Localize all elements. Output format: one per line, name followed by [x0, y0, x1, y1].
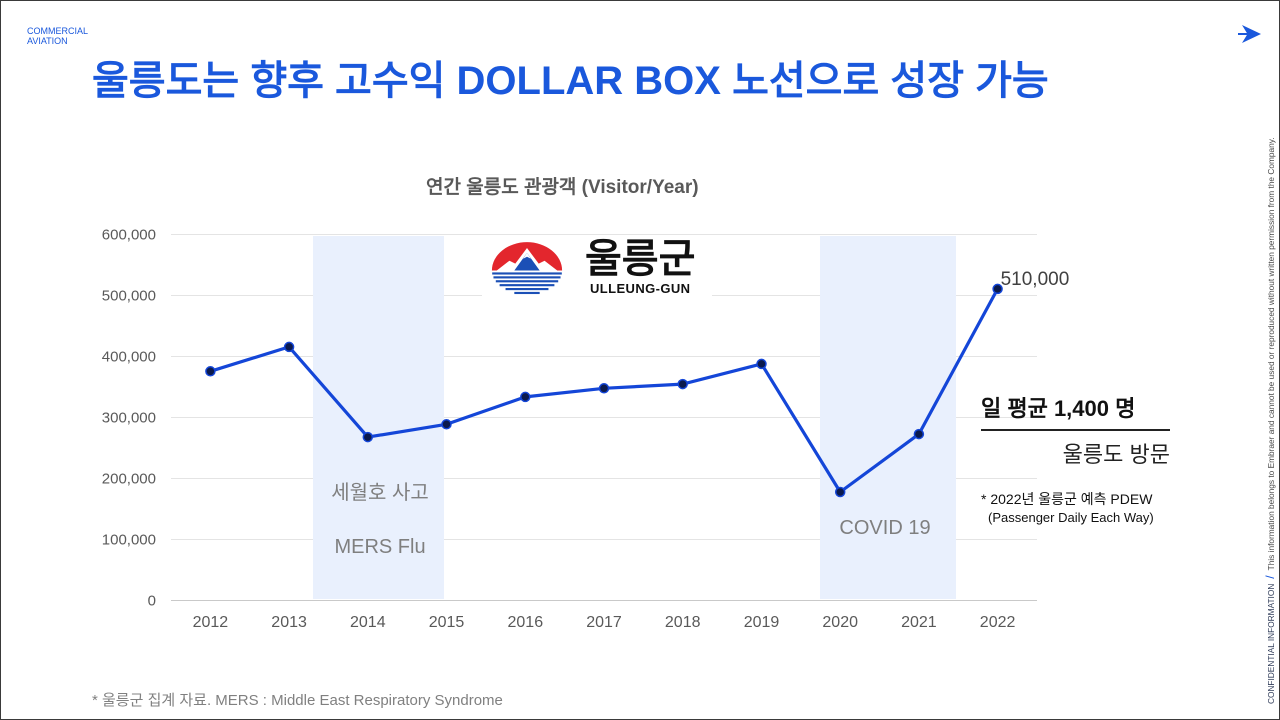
y-tick-label: 100,000	[102, 532, 156, 549]
x-tick-label: 2018	[665, 614, 701, 631]
data-point	[205, 366, 216, 377]
data-point	[362, 431, 374, 443]
data-point	[441, 419, 452, 430]
y-tick-label: 200,000	[102, 471, 156, 488]
brand-label: COMMERCIAL AVIATION	[27, 26, 88, 46]
x-tick-label: 2022	[980, 614, 1016, 631]
callout-divider	[981, 429, 1170, 431]
data-point	[283, 341, 295, 353]
x-tick-label: 2015	[429, 614, 465, 631]
data-point	[913, 428, 925, 440]
confidential-notice: CONFIDENTIAL INFORMATION / This informatio…	[1264, 92, 1277, 704]
y-tick-label: 500,000	[102, 288, 156, 305]
data-point	[677, 378, 688, 390]
event-band-label: COVID 19	[839, 517, 930, 539]
x-tick-label: 2017	[586, 614, 622, 631]
data-point	[834, 486, 846, 498]
page-title: 울릉도는 향후 고수익 DOLLAR BOX 노선으로 성장 가능	[92, 59, 1049, 103]
forecast-note: * 2022년 울릉군 예측 PDEW	[981, 491, 1153, 507]
data-point	[520, 391, 531, 403]
brand-line-2: AVIATION	[27, 36, 68, 46]
axes: 0 100,000 200,000 300,000 400,000 500,000 600,…	[102, 227, 1037, 631]
x-tick-label: 2012	[193, 614, 229, 631]
ulleung-gun-logo: 울릉군 ULLEUNG-GUN	[482, 237, 712, 300]
event-band-covid	[820, 236, 956, 599]
source-footnote: * 울릉군 집계 자료. MERS : Middle East Respirat…	[92, 692, 503, 709]
x-tick-label: 2021	[901, 614, 937, 631]
x-tick-label: 2013	[271, 614, 307, 631]
brand-line-1: COMMERCIAL	[27, 26, 89, 36]
x-tick-label: 2016	[508, 614, 544, 631]
event-band-sewol-mers	[313, 236, 444, 599]
logo-name-korean: 울릉군	[585, 237, 696, 281]
y-tick-label: 400,000	[102, 349, 156, 366]
confidential-label: CONFIDENTIAL INFORMATION	[1266, 583, 1276, 704]
data-label: 510,000	[1001, 269, 1070, 290]
data-point	[992, 283, 1003, 295]
y-tick-label: 0	[148, 593, 156, 610]
x-tick-label: 2020	[822, 614, 858, 631]
pdew-definition: (Passenger Daily Each Way)	[988, 510, 1154, 525]
event-bands: 세월호 사고 MERS Flu COVID 19	[313, 236, 956, 599]
arrow-right-icon	[1238, 25, 1261, 43]
event-band-label: 세월호 사고	[331, 481, 429, 504]
y-tick-label: 300,000	[102, 410, 156, 427]
event-band-label: MERS Flu	[334, 536, 425, 558]
logo-name-english: ULLEUNG-GUN	[590, 281, 691, 296]
daily-average-headline: 일 평균 1,400 명	[981, 396, 1136, 421]
y-tick-label: 600,000	[102, 227, 156, 244]
series: 510,000	[205, 269, 1070, 498]
data-point	[598, 383, 610, 394]
x-tick-label: 2014	[350, 614, 386, 631]
confidential-text: This information belongs to Embraer and …	[1266, 137, 1276, 571]
data-point	[756, 358, 767, 370]
daily-average-subline: 울릉도 방문	[1062, 442, 1170, 467]
chart-title: 연간 울릉도 관광객 (Visitor/Year)	[426, 177, 699, 198]
ulleung-gun-emblem-icon	[491, 242, 563, 295]
notice-separator: /	[1264, 575, 1277, 579]
x-tick-label: 2019	[744, 614, 780, 631]
